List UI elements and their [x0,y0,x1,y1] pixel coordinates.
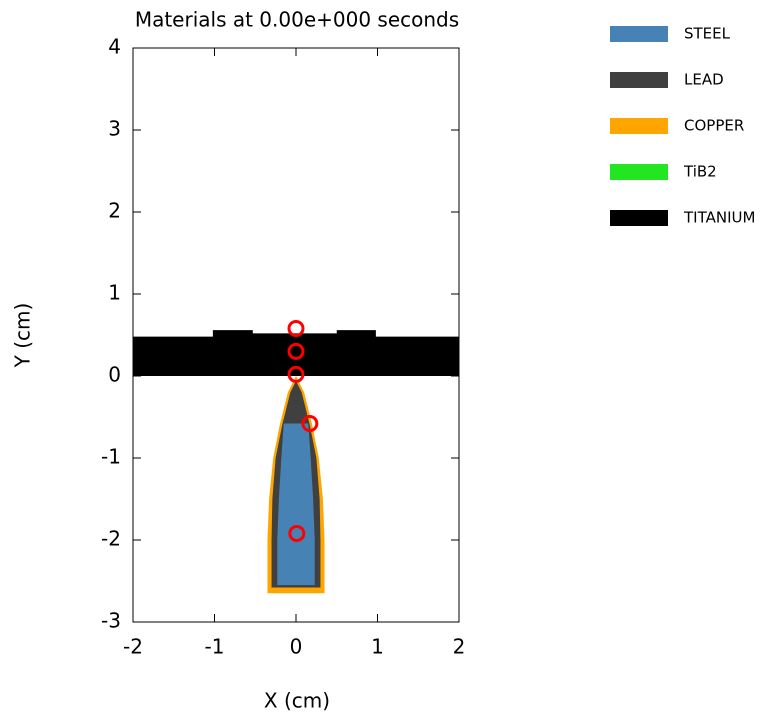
y-tick-label: -1 [101,445,121,469]
x-axis-label: X (cm) [264,689,330,713]
chart-title: Materials at 0.00e+000 seconds [135,8,459,32]
material-region [133,330,459,376]
legend-swatch [610,164,668,180]
tracer-point [287,365,305,383]
legend-swatch [610,26,668,42]
y-tick-label: 0 [108,363,121,387]
x-tick-label: -2 [123,635,143,659]
tracer-point [287,319,305,337]
legend-swatch [610,210,668,226]
legend-label: LEAD [684,71,724,89]
legend-label: STEEL [684,25,731,43]
x-tick-label: 2 [453,635,466,659]
x-tick-label: 1 [371,635,384,659]
tracer-point [288,524,306,542]
y-tick-label: -2 [101,527,121,551]
y-tick-label: 2 [108,199,121,223]
legend-swatch [610,118,668,134]
legend-swatch [610,72,668,88]
tracer-point [287,342,305,360]
tracer-point [301,415,319,433]
y-axis-label: Y (cm) [11,303,35,369]
y-tick-label: -3 [101,609,121,633]
y-tick-label: 4 [108,35,121,59]
legend-label: TiB2 [683,163,717,181]
legend-label: COPPER [684,117,744,135]
x-tick-label: -1 [205,635,225,659]
y-tick-label: 1 [108,281,121,305]
legend-label: TITANIUM [683,209,755,227]
y-tick-label: 3 [108,117,121,141]
material-region [277,423,315,586]
x-tick-label: 0 [290,635,303,659]
